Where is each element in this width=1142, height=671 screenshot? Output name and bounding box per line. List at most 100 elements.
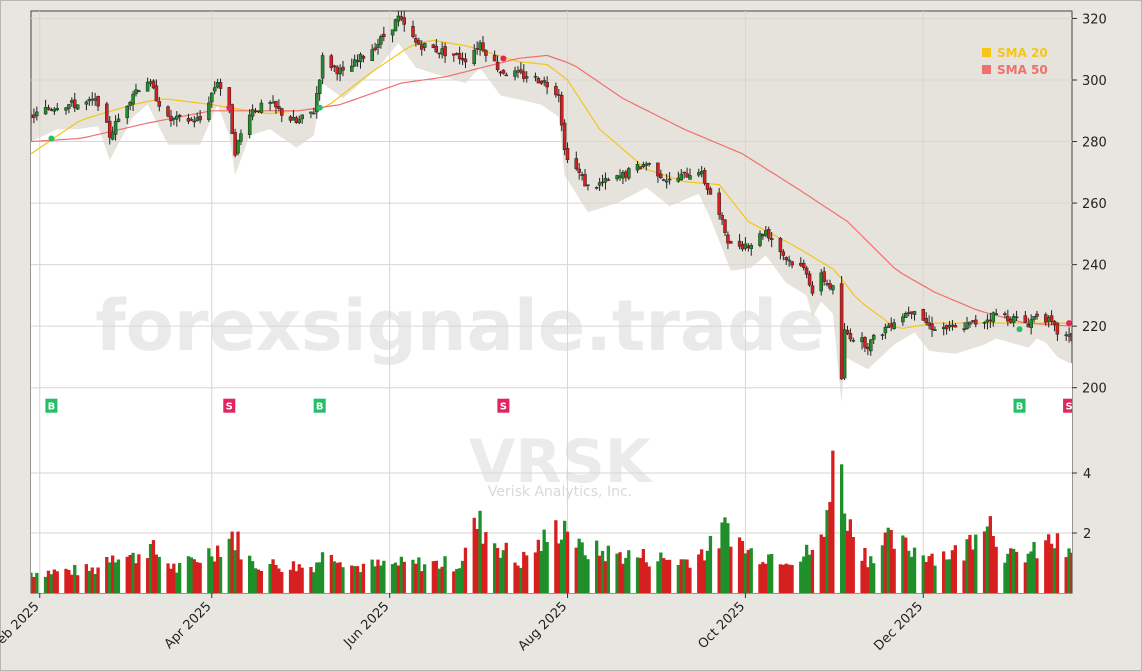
volume-bar [778, 564, 782, 593]
volume-bar [172, 563, 176, 593]
candle-body [341, 66, 345, 71]
volume-bar [210, 556, 214, 593]
volume-bar [942, 551, 946, 593]
volume-bar [743, 553, 747, 593]
volume-bar [411, 559, 415, 593]
price-tick-label: 280 [1082, 136, 1107, 151]
volume-bars [31, 450, 1072, 593]
volume-bar [227, 538, 231, 593]
volume-bar [498, 557, 503, 593]
candle-body [460, 58, 465, 61]
candle-body [472, 50, 476, 64]
volume-bar [259, 571, 263, 593]
candle-body [557, 94, 561, 96]
candle-body [70, 100, 74, 104]
volume-bar [912, 547, 917, 593]
candle-body [1006, 315, 1010, 322]
buy-signal-dot [1016, 326, 1023, 333]
volume-bar [43, 576, 48, 593]
buy-signal-dot [316, 104, 323, 111]
candle-body [1029, 319, 1033, 328]
candle-body [116, 118, 121, 122]
volume-bar [597, 555, 602, 593]
candle-body [294, 117, 299, 123]
candle-body [822, 271, 826, 283]
volume-bar [318, 562, 322, 593]
candle-body [247, 114, 252, 135]
candle-body [790, 261, 794, 266]
volume-bar [682, 559, 686, 593]
candle-body [192, 120, 197, 123]
sell-signal-dot [226, 104, 233, 111]
candle-body [845, 330, 850, 334]
volume-bar [1009, 548, 1013, 593]
volume-bar [1052, 548, 1057, 593]
candle-body [886, 325, 891, 328]
candle-body [1064, 334, 1068, 337]
candle-body [974, 319, 978, 325]
volume-bar [656, 561, 660, 593]
volume-bar [195, 562, 199, 593]
candle-body [463, 58, 468, 63]
volume-bar [927, 556, 931, 593]
volume-bar [458, 568, 462, 593]
candle-body [46, 107, 51, 110]
candle-body [382, 33, 386, 37]
volume-bar [947, 559, 952, 593]
candle-body [312, 112, 316, 115]
candle-body [618, 175, 622, 178]
volume-bar [869, 556, 873, 593]
candle-body [215, 82, 220, 88]
volume-bar [624, 557, 628, 593]
candle-body [1052, 320, 1057, 325]
volume-tick-label: 2 [1083, 527, 1091, 542]
volume-bar [726, 523, 730, 593]
volume-bar [1064, 557, 1068, 593]
volume-bar [697, 554, 701, 593]
sma50-line [31, 54, 1072, 327]
sma20-line [31, 39, 1072, 329]
candle-body [437, 52, 441, 55]
candle-body [559, 94, 564, 126]
candle-body [892, 322, 896, 329]
volume-bar [288, 569, 293, 593]
candle-body [454, 53, 459, 55]
volume-bar [1026, 553, 1030, 593]
candle-body [804, 267, 809, 275]
candle-body [218, 82, 223, 89]
candle-body [419, 44, 424, 50]
candle-body [186, 117, 191, 122]
volume-bar [761, 562, 765, 593]
volume-bar [563, 520, 567, 593]
volume-bar [822, 536, 826, 593]
candle-body [647, 163, 651, 165]
volume-bar [988, 516, 992, 593]
volume-bar [472, 517, 476, 593]
volume-bar [315, 562, 319, 593]
volume-bar [452, 571, 456, 593]
candle-body [726, 234, 730, 244]
volume-bar [431, 561, 435, 593]
candle-body [440, 48, 444, 55]
candle-body [55, 108, 59, 111]
volume-bar [930, 553, 934, 593]
volume-bar [361, 563, 366, 593]
sell-signal-badge [1063, 398, 1072, 413]
candle-body [250, 109, 255, 117]
candle-body [32, 114, 36, 118]
volume-bar [565, 531, 570, 593]
candle-body [379, 36, 383, 45]
volume-bar [55, 571, 59, 593]
volume-bar [825, 510, 829, 593]
candle-body [1067, 334, 1071, 337]
candle-body [828, 283, 832, 289]
volume-bar [554, 520, 558, 593]
symbol-watermark: VRSK [469, 427, 654, 497]
volume-bar [329, 554, 333, 593]
candle-body [577, 168, 581, 173]
candle-body [320, 55, 325, 79]
candle-body [944, 325, 949, 330]
candle-body [924, 317, 928, 323]
candle-body [524, 76, 529, 79]
volume-bar [309, 567, 313, 593]
